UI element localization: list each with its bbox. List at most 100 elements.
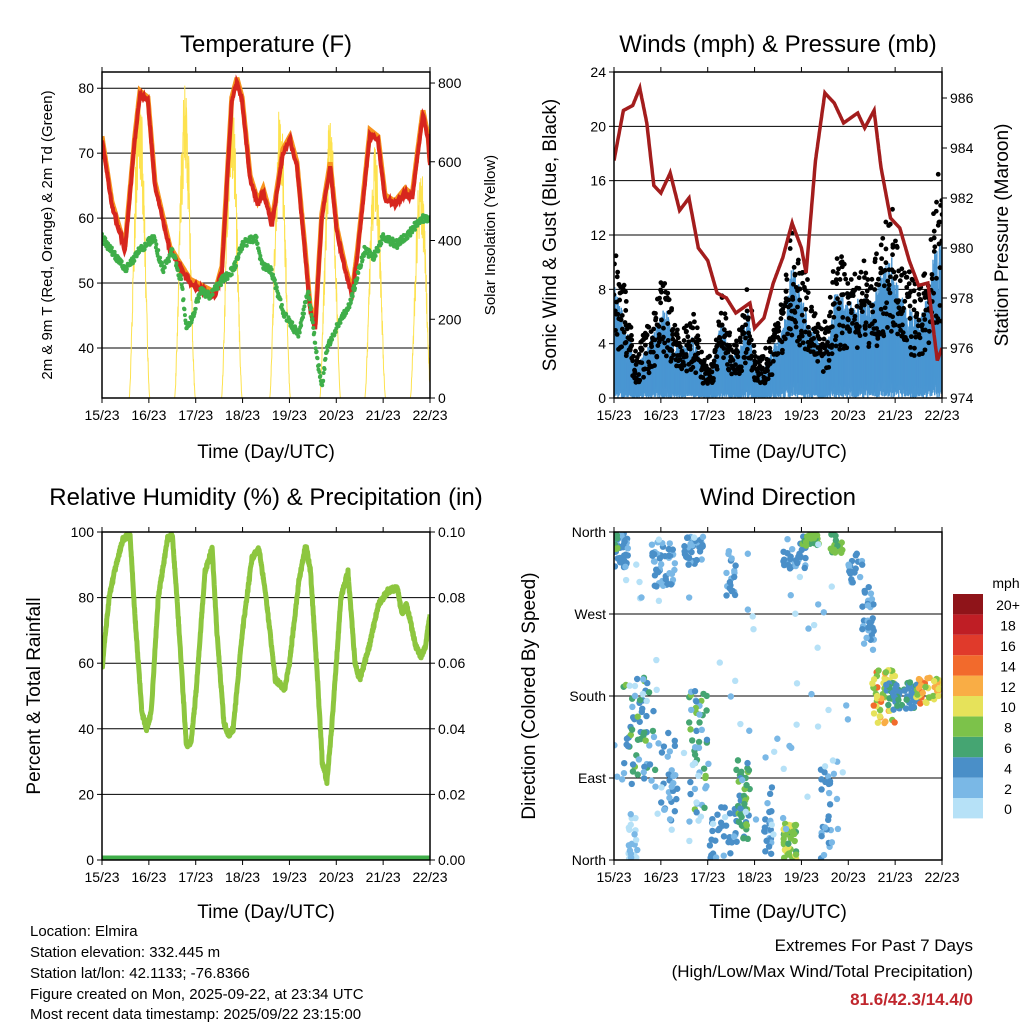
- dewpoint-point: [112, 249, 117, 254]
- wind-direction-point: [668, 783, 675, 790]
- wind-direction-point: [666, 748, 674, 755]
- wind-direction-point: [649, 550, 656, 557]
- wind-direction-point: [922, 683, 929, 691]
- wind-direction-point: [640, 775, 648, 782]
- gust-point: [674, 327, 680, 333]
- gust-point: [929, 276, 935, 282]
- wind-direction-point: [656, 555, 664, 562]
- wind-direction-point: [671, 560, 679, 567]
- gust-point: [893, 274, 899, 279]
- gust-point: [687, 343, 693, 349]
- gust-point: [837, 277, 843, 282]
- gust-point: [885, 325, 890, 330]
- wind-direction-point: [774, 735, 781, 742]
- wind-direction-point: [688, 548, 695, 556]
- dewpoint-point: [360, 257, 365, 262]
- gust-point: [839, 254, 844, 260]
- gust-point: [828, 309, 833, 315]
- gust-point: [685, 334, 691, 340]
- gust-point: [863, 270, 869, 276]
- dewpoint-point: [312, 330, 317, 335]
- gust-point: [726, 332, 732, 338]
- wind-direction-point: [875, 667, 882, 674]
- gust-point: [872, 259, 878, 265]
- dewpoint-point: [353, 286, 358, 291]
- dewpoint-point: [308, 306, 313, 311]
- y-right-tick-label: 974: [950, 390, 974, 406]
- gust-point: [902, 298, 908, 304]
- wind-direction-point: [907, 704, 915, 712]
- x-tick-label: 21/23: [878, 407, 913, 423]
- legend-label: 16: [1000, 638, 1016, 654]
- legend-label: 10: [1000, 699, 1016, 715]
- dewpoint-point: [153, 245, 158, 250]
- wind-direction-point: [651, 766, 659, 774]
- gust-point: [911, 307, 917, 313]
- wind-direction-point: [655, 740, 662, 747]
- wind-direction-point: [874, 719, 882, 726]
- wind-direction-point: [761, 827, 768, 835]
- wind-direction-point: [728, 555, 735, 562]
- dewpoint-point: [180, 287, 185, 292]
- gust-point: [726, 367, 732, 373]
- wind-direction-point: [876, 712, 884, 720]
- wind-direction-point: [634, 771, 641, 778]
- y-right-tick-label: 0.08: [438, 590, 465, 606]
- x-axis-label: Time (Day/UTC): [709, 902, 847, 923]
- gust-point: [614, 327, 618, 333]
- gust-point: [650, 349, 656, 355]
- wind-direction-point: [697, 813, 705, 820]
- gust-point: [775, 351, 781, 356]
- chart-3-axes: Wind Direction Time (Day/UTC) Direction (C…: [519, 484, 960, 923]
- gust-point: [679, 348, 685, 354]
- gust-point: [890, 252, 895, 258]
- gust-point: [799, 328, 804, 334]
- x-axis-label: Time (Day/UTC): [197, 902, 335, 923]
- wind-direction-point: [648, 777, 655, 784]
- wind-direction-point: [629, 761, 637, 768]
- gust-point: [805, 290, 811, 296]
- y-right-tick-label: 984: [950, 140, 974, 156]
- wind-direction-point: [731, 567, 738, 574]
- gust-point: [834, 256, 840, 261]
- legend-label: 8: [1004, 720, 1012, 736]
- gust-point: [904, 284, 910, 290]
- gust-point: [912, 299, 918, 304]
- gust-point: [906, 294, 912, 299]
- x-tick-label: 19/23: [784, 869, 819, 885]
- wind-direction-point: [664, 753, 671, 760]
- gust-point: [813, 325, 819, 331]
- gust-point: [733, 362, 738, 367]
- y-right-tick-label: 600: [438, 154, 462, 170]
- gust-point: [800, 340, 806, 346]
- gust-point: [878, 242, 884, 248]
- gust-series: [614, 171, 942, 386]
- dewpoint-point: [410, 230, 415, 235]
- x-tick-label: 15/23: [84, 407, 119, 423]
- wind-direction-point: [633, 561, 640, 568]
- wind-direction-point: [661, 552, 669, 560]
- gust-point: [929, 272, 935, 277]
- legend-title: mph: [992, 575, 1019, 591]
- gust-point: [649, 343, 654, 349]
- wind-direction-point: [766, 808, 773, 816]
- wind-direction-point: [667, 581, 675, 588]
- gust-point: [653, 311, 658, 316]
- gust-point: [677, 340, 682, 346]
- gust-point: [931, 228, 937, 234]
- gust-point: [881, 283, 887, 289]
- gust-point: [666, 297, 672, 303]
- wind-direction-point: [655, 568, 662, 576]
- gust-point: [749, 354, 754, 359]
- gust-point: [814, 351, 820, 356]
- wind-direction-point: [614, 532, 619, 538]
- wind-direction-point: [686, 719, 693, 726]
- gust-point: [922, 347, 928, 353]
- gust-point: [727, 343, 733, 349]
- wind-direction-point: [688, 737, 696, 744]
- gust-point: [691, 311, 697, 317]
- y-tick-label: 60: [78, 655, 94, 671]
- wind-direction-point: [720, 852, 727, 859]
- dewpoint-point: [349, 298, 354, 303]
- chart-title: Relative Humidity (%) & Precipitation (i…: [49, 484, 482, 511]
